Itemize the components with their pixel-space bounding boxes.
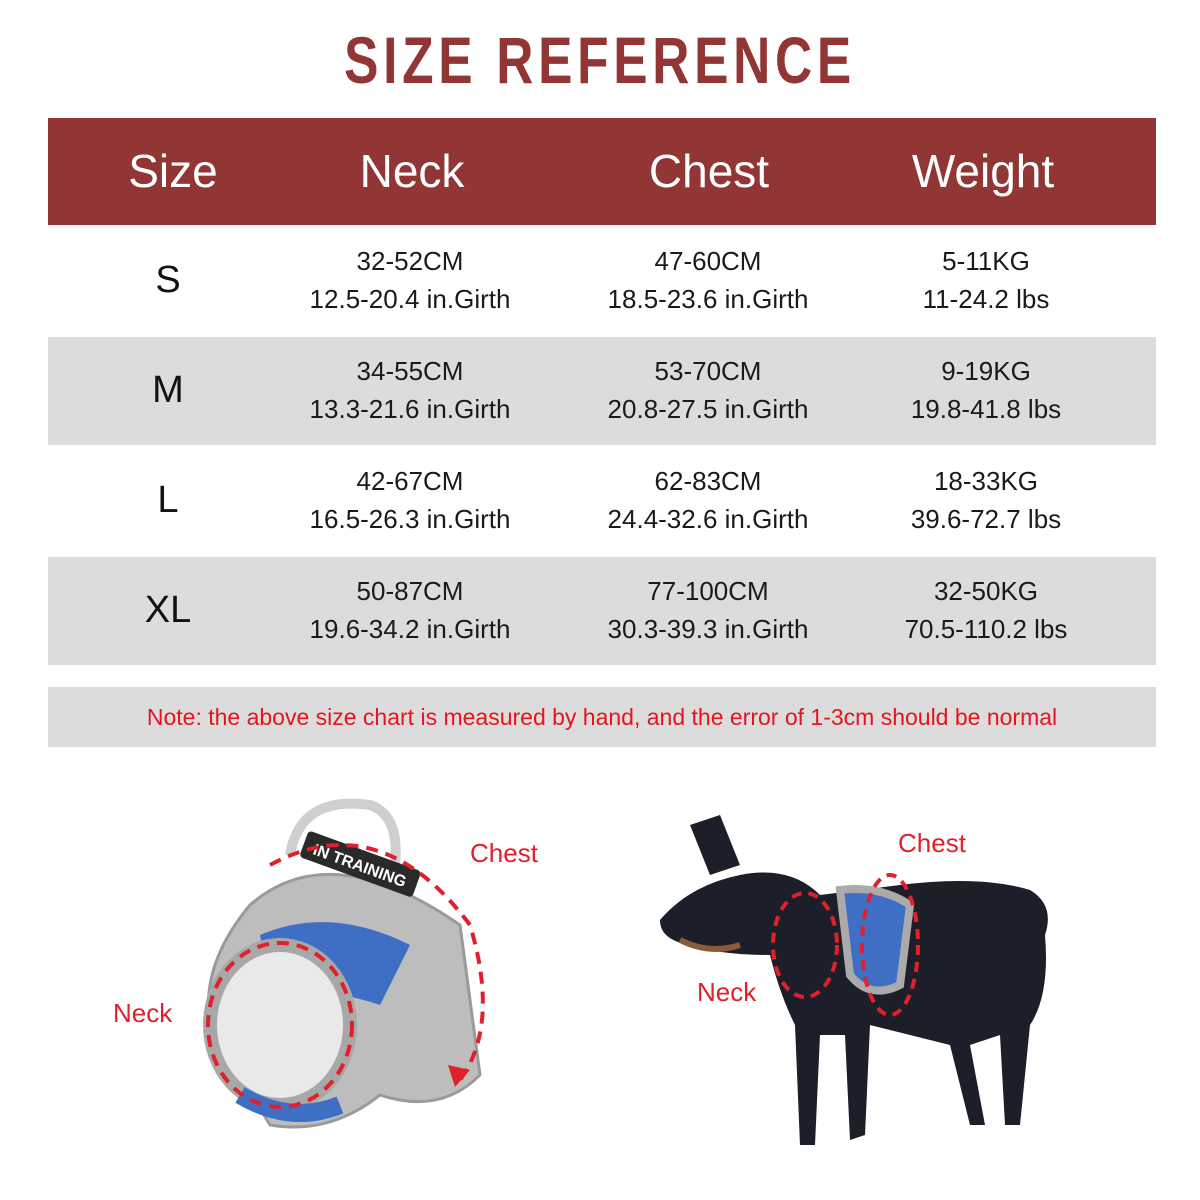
chest-metric: 47-60CM [654,246,762,276]
harness-neck-measure-loop [206,941,354,1109]
harness-chest-label: Chest [470,838,538,868]
weight-cell: 18-33KG 39.6-72.7 lbs [836,462,1136,538]
chest-cell: 47-60CM 18.5-23.6 in.Girth [558,242,858,318]
weight-metric: 5-11KG [942,246,1030,276]
size-cell: M [152,369,184,411]
neck-cell: 50-87CM 19.6-34.2 in.Girth [260,572,560,648]
chest-imperial: 20.8-27.5 in.Girth [607,394,809,424]
weight-imperial: 70.5-110.2 lbs [904,614,1068,644]
weight-cell: 5-11KG 11-24.2 lbs [836,242,1136,318]
table-row: M 34-55CM 13.3-21.6 in.Girth 53-70CM 20.8-27… [48,337,1156,445]
dog-harness [835,885,915,995]
weight-imperial: 39.6-72.7 lbs [910,504,1062,534]
chest-imperial: 30.3-39.3 in.Girth [607,614,809,644]
size-cell: S [155,259,181,301]
neck-metric: 50-87CM [356,576,464,606]
harness-neck-label: Neck [113,998,173,1028]
harness-neck-opening [203,938,357,1112]
weight-cell: 32-50KG 70.5-110.2 lbs [836,572,1136,648]
column-header-weight: Weight [911,145,1055,197]
harness-handle [285,798,401,866]
column-header-chest: Chest [648,145,770,197]
chest-metric: 62-83CM [654,466,762,496]
page-title: SIZE REFERENCE [344,23,856,97]
weight-imperial: 19.8-41.8 lbs [910,394,1062,424]
neck-metric: 42-67CM [356,466,464,496]
table-row: L 42-67CM 16.5-26.3 in.Girth 62-83CM 24.4-32… [48,445,1156,557]
dog-chest-label: Chest [898,828,966,858]
dog-neck-measure-loop [771,891,839,999]
column-header-neck: Neck [359,145,465,197]
chest-imperial: 18.5-23.6 in.Girth [607,284,809,314]
arrow-head-icon [448,1065,470,1087]
neck-metric: 34-55CM [356,356,464,386]
weight-metric: 32-50KG [933,576,1039,606]
chest-cell: 53-70CM 20.8-27.5 in.Girth [558,352,858,428]
column-header-size: Size [128,145,218,197]
chest-imperial: 24.4-32.6 in.Girth [607,504,809,534]
chest-metric: 77-100CM [647,576,769,606]
neck-cell: 32-52CM 12.5-20.4 in.Girth [260,242,560,318]
weight-imperial: 11-24.2 lbs [922,284,1050,314]
dog-muzzle [678,937,741,952]
neck-imperial: 19.6-34.2 in.Girth [309,614,511,644]
table-header: Size Neck Chest Weight [48,118,1156,225]
harness-illustration: IN TRAINING [203,798,485,1129]
chest-cell: 77-100CM 30.3-39.3 in.Girth [558,572,858,648]
neck-imperial: 13.3-21.6 in.Girth [309,394,511,424]
neck-imperial: 12.5-20.4 in.Girth [309,284,511,314]
table-row: S 32-52CM 12.5-20.4 in.Girth 47-60CM 18.5-23… [48,225,1156,337]
neck-imperial: 16.5-26.3 in.Girth [309,504,511,534]
harness-patch [300,831,421,897]
size-cell: XL [144,589,192,631]
chest-cell: 62-83CM 24.4-32.6 in.Girth [558,462,858,538]
dog-ear [690,815,740,875]
measurement-note: Note: the above size chart is measured b… [48,687,1156,747]
neck-metric: 32-52CM [356,246,464,276]
neck-cell: 42-67CM 16.5-26.3 in.Girth [260,462,560,538]
dog-body [660,872,1048,1145]
size-cell: L [157,479,179,521]
neck-cell: 34-55CM 13.3-21.6 in.Girth [260,352,560,428]
table-row: XL 50-87CM 19.6-34.2 in.Girth 77-100CM 30.3-… [48,557,1156,665]
harness-chest-measure-loop [269,843,485,1082]
dog-chest-measure-loop [860,873,920,1017]
chest-metric: 53-70CM [654,356,762,386]
dog-illustration [660,815,1048,1145]
weight-cell: 9-19KG 19.8-41.8 lbs [836,352,1136,428]
weight-metric: 18-33KG [933,466,1039,496]
weight-metric: 9-19KG [941,356,1031,386]
dog-neck-label: Neck [697,977,757,1007]
